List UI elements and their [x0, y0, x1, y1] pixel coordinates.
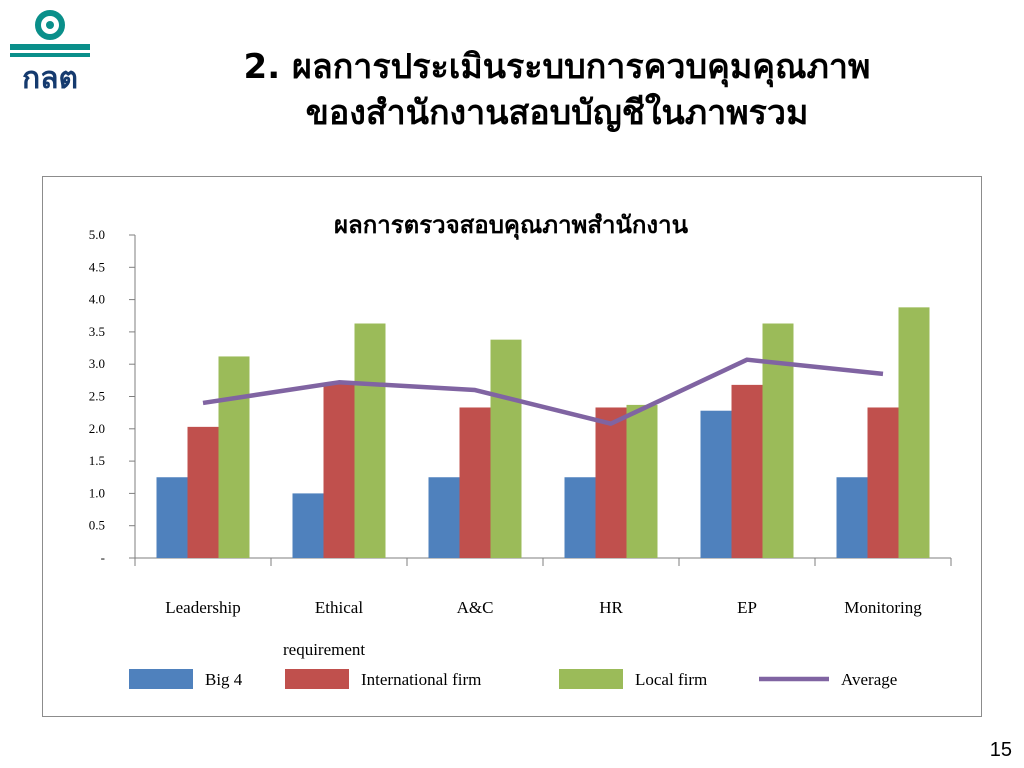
legend-swatch: [285, 669, 349, 689]
bar-local-firm: [218, 356, 250, 558]
y-tick-label: 2.5: [89, 389, 105, 404]
bar-big-4: [564, 477, 596, 558]
bar-international-firm: [867, 407, 899, 558]
legend-swatch: [559, 669, 623, 689]
slide-title-line1: 2. ผลการประเมินระบบการควบคุมคุณภาพ: [243, 47, 871, 87]
bar-big-4: [428, 477, 460, 558]
x-category-label: Monitoring: [844, 598, 922, 617]
slide-title-line2: ของสำนักงานสอบบัญชีในภาพรวม: [305, 93, 809, 133]
chart-title: ผลการตรวจสอบคุณภาพสำนักงาน: [334, 212, 689, 241]
legend-label: International firm: [361, 670, 481, 689]
y-tick-label: -: [101, 550, 105, 565]
bar-international-firm: [595, 407, 627, 558]
bar-local-firm: [626, 404, 658, 558]
logo-text: กลต: [22, 61, 78, 92]
bar-local-firm: [898, 307, 930, 558]
y-tick-label: 4.5: [89, 259, 105, 274]
y-tick-label: 4.0: [89, 292, 105, 307]
logo-bar-bottom: [10, 53, 90, 57]
bar-international-firm: [187, 426, 219, 558]
chart-frame: ผลการตรวจสอบคุณภาพสำนักงาน - 0.5 1.0 1.5 2.0…: [42, 176, 982, 717]
y-tick-label: 3.5: [89, 324, 105, 339]
y-tick-label: 3.0: [89, 356, 105, 371]
x-category-label: A&C: [457, 598, 494, 617]
bar-big-4: [156, 477, 188, 558]
legend-label: Big 4: [205, 670, 243, 689]
bar-international-firm: [731, 384, 763, 558]
legend-swatch: [129, 669, 193, 689]
x-category-label: Leadership: [165, 598, 241, 617]
logo-ring: [35, 10, 65, 40]
page-number: 15: [989, 739, 1012, 761]
x-category-label: requirement: [283, 640, 365, 659]
bar-international-firm: [459, 407, 491, 558]
x-category-label: Ethical: [315, 598, 363, 617]
bar-local-firm: [354, 323, 386, 558]
bar-big-4: [292, 493, 324, 558]
bar-local-firm: [762, 323, 794, 558]
bar-big-4: [700, 410, 732, 558]
x-category-label: EP: [737, 598, 757, 617]
average-line: [202, 357, 884, 426]
y-tick-label: 5.0: [89, 227, 105, 242]
chart-plot: - 0.5 1.0 1.5 2.0 2.5 3.0 3.5 4.0 4.5 5.0 Leadershi…: [89, 227, 952, 659]
logo-bar-top: [10, 44, 90, 50]
slide-title: 2. ผลการประเมินระบบการควบคุมคุณภาพ ของสำ…: [104, 44, 1010, 136]
logo-dot: [46, 21, 54, 29]
chart-legend: Big 4 International firm Local firm Average: [129, 669, 897, 689]
sec-logo: กลต: [10, 10, 90, 92]
chart: ผลการตรวจสอบคุณภาพสำนักงาน - 0.5 1.0 1.5 2.0…: [89, 212, 952, 689]
legend-label: Average: [841, 670, 897, 689]
y-tick-label: 1.5: [89, 453, 105, 468]
y-tick-label: 2.0: [89, 421, 105, 436]
bar-international-firm: [323, 383, 355, 558]
y-tick-label: 1.0: [89, 485, 105, 500]
x-category-label: HR: [599, 598, 623, 617]
y-tick-label: 0.5: [89, 518, 105, 533]
bar-local-firm: [490, 339, 522, 558]
bar-big-4: [836, 477, 868, 558]
legend-label: Local firm: [635, 670, 707, 689]
